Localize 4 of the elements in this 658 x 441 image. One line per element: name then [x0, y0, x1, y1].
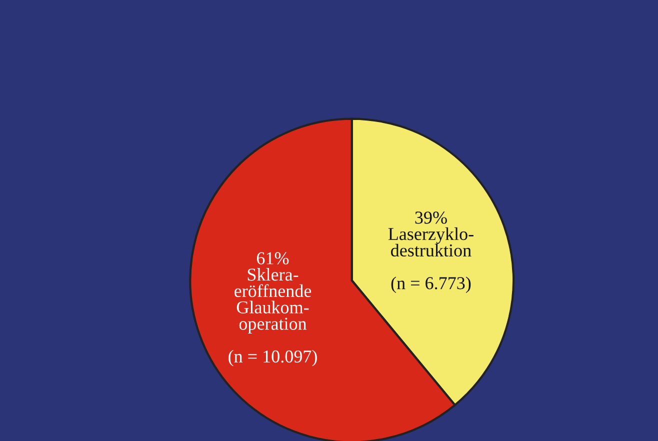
- data-label: 39%: [415, 212, 447, 224]
- data-label: 61%: [256, 252, 289, 264]
- slice-label: Sklera- eröffnende Glaukom- operation (n = 10.097): [228, 268, 317, 366]
- slice-label: Laserzyklo- destruktion (n = 6.773): [388, 227, 474, 293]
